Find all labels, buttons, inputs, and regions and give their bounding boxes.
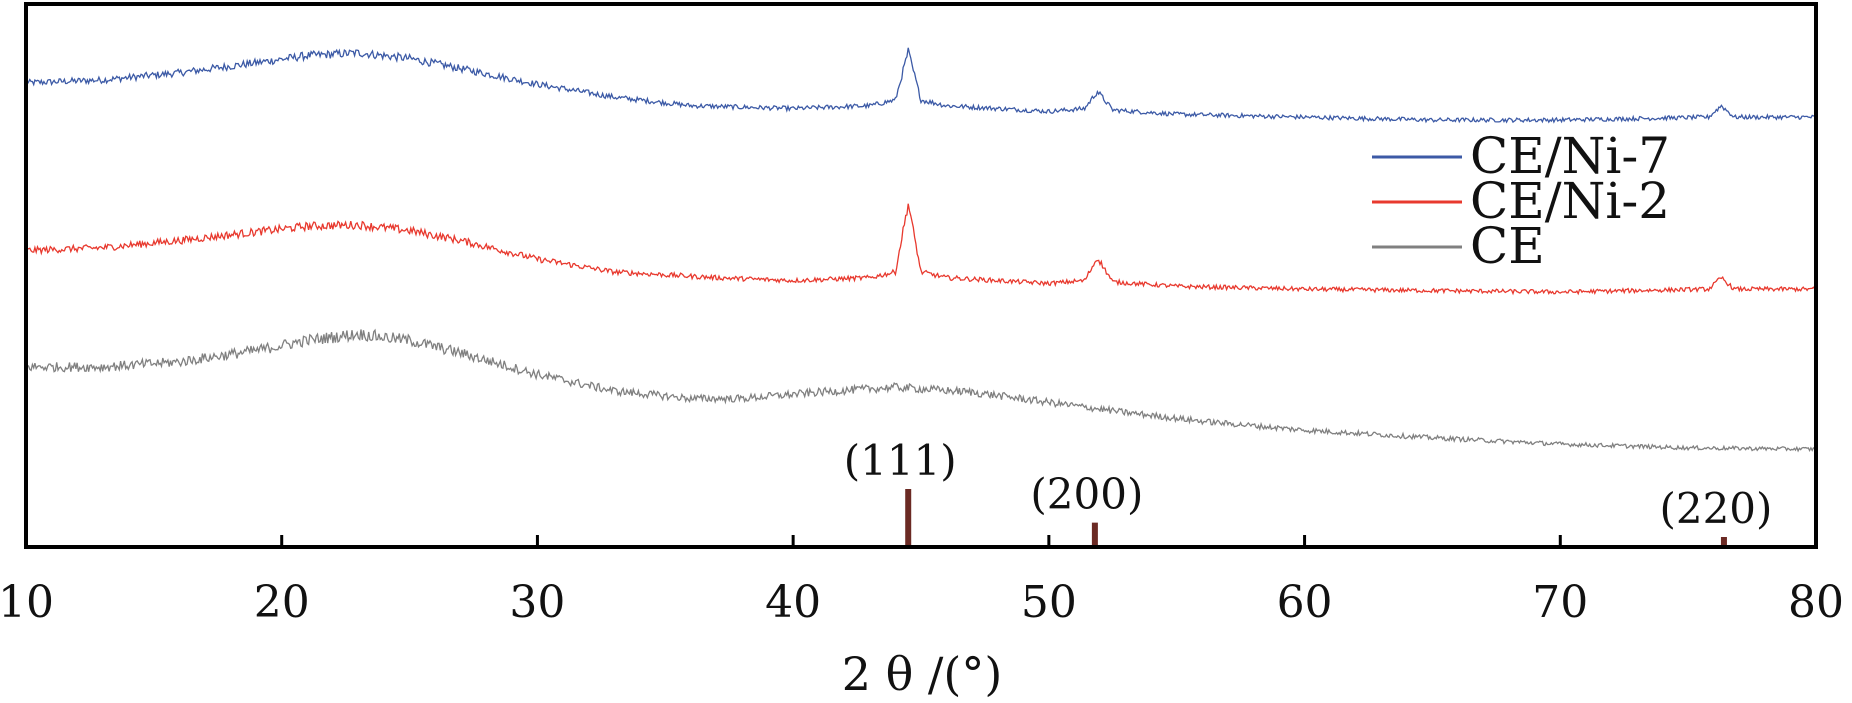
plot-frame bbox=[24, 2, 1818, 549]
legend-label: CE bbox=[1470, 217, 1545, 275]
x-tick-label: 40 bbox=[765, 577, 821, 628]
legend-label: CE/Ni-7 bbox=[1470, 127, 1670, 185]
legend: CE/Ni-7CE/Ni-2CE bbox=[1372, 127, 1670, 275]
reference-peak-label: (111) bbox=[844, 436, 957, 485]
x-axis-label: 2 θ /(°) bbox=[842, 647, 1003, 701]
reference-peak-label: (220) bbox=[1659, 484, 1772, 533]
legend-label: CE/Ni-2 bbox=[1470, 172, 1670, 230]
x-tick-label: 20 bbox=[254, 577, 310, 628]
series-line-3 bbox=[25, 328, 1817, 453]
series-line-2 bbox=[25, 203, 1817, 296]
reference-peaks: (111) (200) (220) bbox=[844, 436, 1772, 547]
x-tick-label: 80 bbox=[1788, 577, 1844, 628]
reference-peak-label: (200) bbox=[1030, 470, 1143, 519]
x-tick-label: 70 bbox=[1532, 577, 1588, 628]
series-lines bbox=[25, 47, 1817, 453]
series-line-1 bbox=[25, 47, 1816, 124]
x-tick-label: 30 bbox=[509, 577, 565, 628]
x-tick-label: 10 bbox=[0, 577, 54, 628]
x-tick-label: 60 bbox=[1277, 577, 1333, 628]
x-tick-label: 50 bbox=[1021, 577, 1077, 628]
x-axis-ticks: 10 20 30 40 50 60 70 80 bbox=[0, 535, 1844, 628]
